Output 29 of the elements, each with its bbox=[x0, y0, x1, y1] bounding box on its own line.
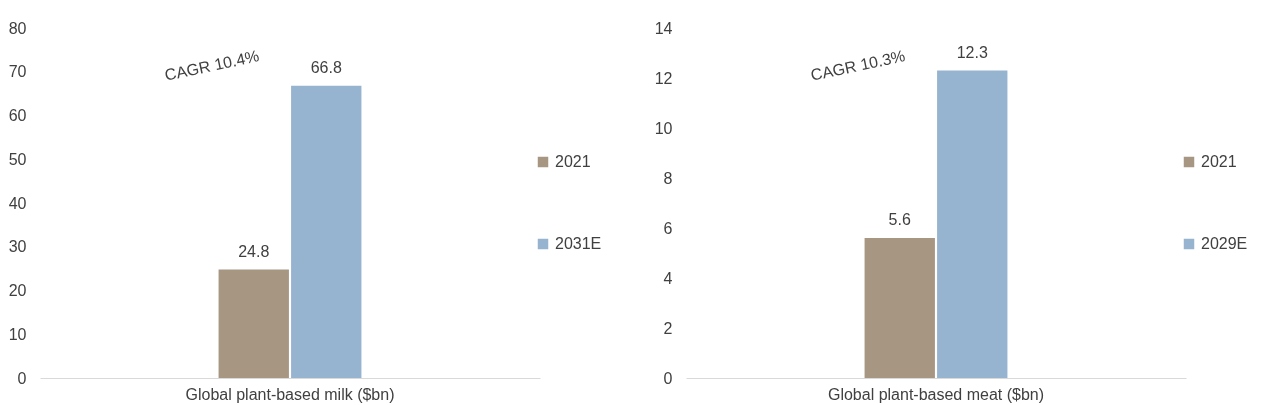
y-tick-label: 8 bbox=[663, 169, 673, 187]
annotation: CAGR 10.4% bbox=[163, 47, 261, 84]
y-tick-label: 30 bbox=[8, 238, 27, 256]
y-tick-label: 60 bbox=[8, 107, 27, 124]
y-tick-label: 40 bbox=[8, 194, 27, 212]
data-label: 66.8 bbox=[310, 58, 342, 76]
y-tick-label: 50 bbox=[8, 150, 27, 168]
y-tick-label: 12 bbox=[654, 69, 673, 87]
y-tick-label: 14 bbox=[654, 19, 673, 37]
annotation: CAGR 10.3% bbox=[809, 47, 907, 84]
x-tick-label: Global plant-based meat ($bn) bbox=[827, 385, 1045, 403]
y-tick-label: 4 bbox=[663, 269, 673, 287]
legend-label: 2031E bbox=[555, 235, 602, 252]
legend-label: 2021 bbox=[1201, 153, 1237, 170]
y-tick-label: 20 bbox=[8, 282, 27, 299]
y-tick-label: 0 bbox=[663, 369, 673, 387]
legend-label: 2021 bbox=[555, 153, 591, 170]
x-tick-label: Global plant-based milk ($bn) bbox=[185, 385, 395, 403]
y-tick-label: 10 bbox=[654, 119, 673, 137]
y-tick-label: 6 bbox=[663, 219, 673, 237]
y-tick-label: 0 bbox=[17, 369, 27, 387]
data-label: 12.3 bbox=[956, 43, 988, 61]
legend-label: 2029E bbox=[1201, 235, 1248, 252]
y-tick-label: 2 bbox=[663, 319, 673, 337]
data-label: 5.6 bbox=[888, 211, 911, 228]
y-tick-label: 10 bbox=[8, 325, 27, 343]
y-tick-label: 80 bbox=[8, 19, 27, 37]
data-label: 24.8 bbox=[238, 242, 270, 260]
y-tick-label: 70 bbox=[8, 63, 27, 81]
